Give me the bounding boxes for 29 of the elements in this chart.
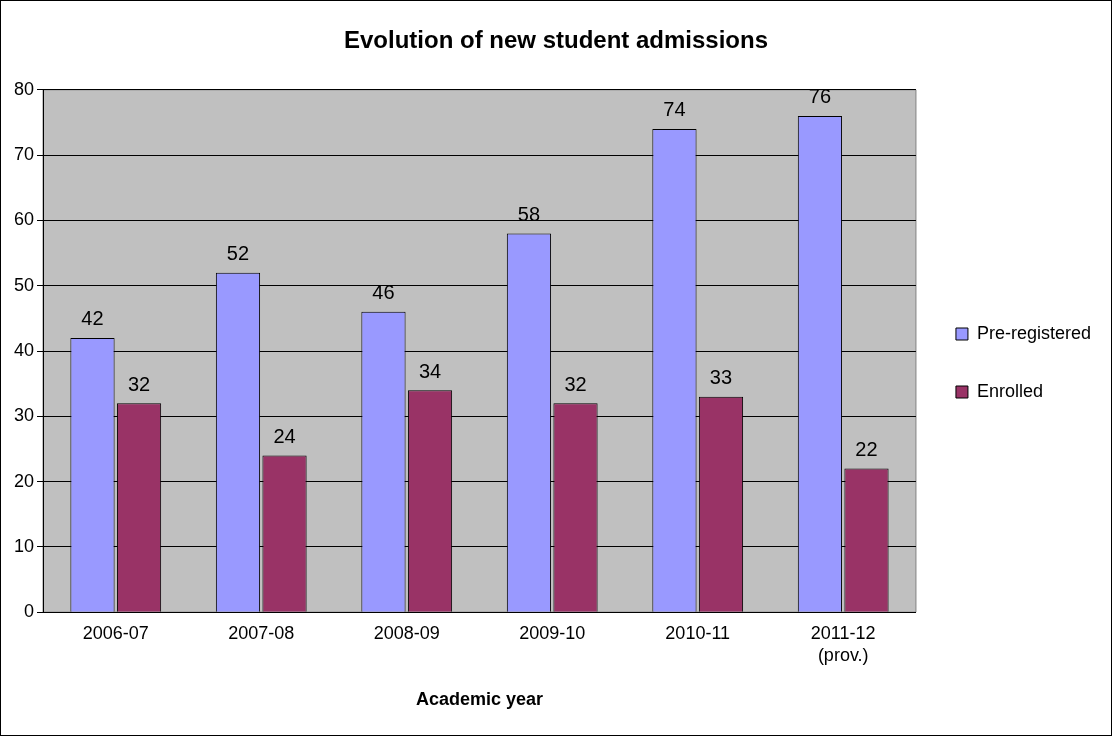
y-tick-label: 20 bbox=[13, 470, 35, 491]
data-label: 34 bbox=[418, 359, 442, 382]
y-tick-label: 70 bbox=[13, 144, 35, 165]
chart-title: Evolution of new student admissions bbox=[343, 26, 769, 54]
data-label: 32 bbox=[564, 372, 587, 395]
data-label: 33 bbox=[709, 366, 733, 389]
data-label: 52 bbox=[226, 242, 250, 265]
data-label: 32 bbox=[127, 372, 151, 395]
y-tick-label: 60 bbox=[13, 209, 35, 230]
legend-label: Pre-registered bbox=[976, 322, 1091, 343]
x-tick-label: 2007-08 bbox=[228, 622, 295, 643]
x-tick-label: 2006-07 bbox=[82, 622, 149, 643]
legend-label: Enrolled bbox=[976, 380, 1043, 401]
y-tick-label: 10 bbox=[13, 535, 35, 556]
x-tick-label: 2008-09 bbox=[373, 622, 440, 643]
y-tick-label: 80 bbox=[13, 78, 35, 99]
x-axis-title: Academic year bbox=[415, 689, 544, 710]
x-tick-label: 2009-10 bbox=[519, 622, 586, 643]
data-label: 24 bbox=[273, 425, 296, 447]
data-label: 22 bbox=[855, 438, 878, 461]
y-tick-label: 0 bbox=[24, 601, 35, 622]
y-tick-label: 40 bbox=[13, 339, 35, 360]
data-label: 42 bbox=[81, 307, 104, 330]
data-label: 74 bbox=[663, 98, 686, 121]
data-label: 46 bbox=[372, 281, 395, 304]
y-tick-label: 50 bbox=[13, 274, 35, 295]
x-tick-label: 2011-12 (prov.) bbox=[810, 622, 876, 665]
x-tick-label: 2010-11 bbox=[665, 622, 731, 643]
y-tick-label: 30 bbox=[13, 405, 35, 426]
